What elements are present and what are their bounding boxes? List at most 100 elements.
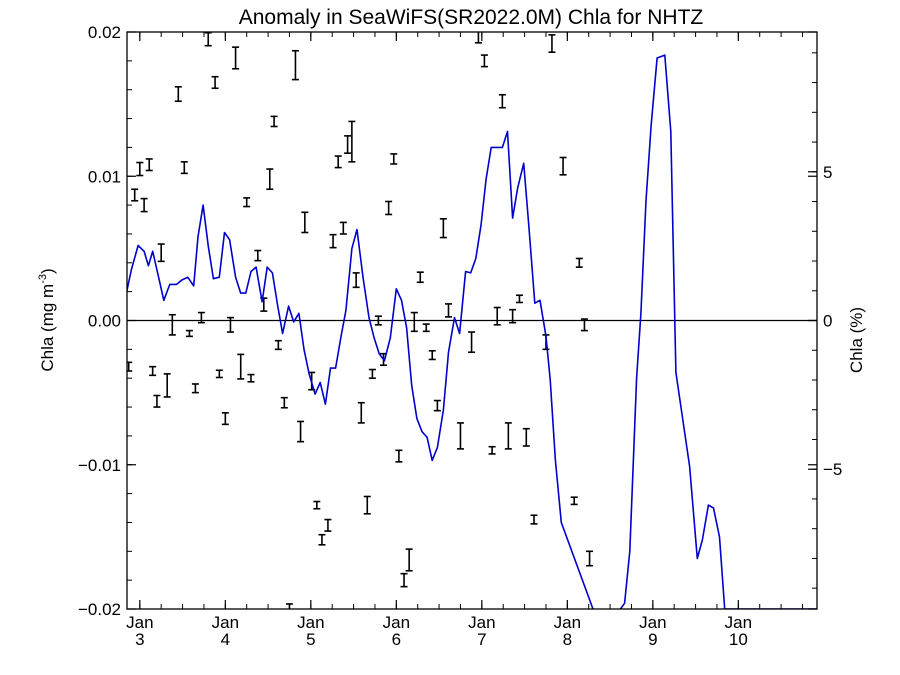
y2-tick-label: −5 (823, 460, 842, 479)
error-bar (136, 161, 144, 177)
y2-tick-label: 0 (823, 312, 832, 331)
y-tick-label: −0.01 (78, 456, 121, 475)
error-bar (352, 272, 360, 289)
error-bar (145, 158, 153, 172)
error-bar (127, 361, 133, 372)
error-bar (385, 200, 393, 216)
error-bar (226, 316, 234, 333)
x-tick-month-label: Jan (212, 613, 239, 632)
error-bar (237, 353, 245, 380)
y-tick-label: −0.02 (78, 600, 121, 619)
error-bar (348, 120, 356, 163)
error-bar (480, 54, 488, 68)
error-bar (439, 218, 447, 239)
error-bar (247, 373, 255, 383)
error-bar (297, 420, 305, 443)
x-tick-year-label: 5 (306, 630, 315, 649)
right-axis-ticks: −5 0 5 (808, 52, 842, 589)
y-axis-label-sup: -3 (37, 274, 49, 284)
chart-title: Anomaly in SeaWiFS(SR2022.0M) Chla for N… (239, 6, 704, 29)
error-bar (357, 401, 365, 424)
y2-axis-label: Chla (%) (847, 307, 866, 373)
error-bar (416, 271, 424, 284)
error-bar (456, 422, 464, 450)
x-tick-month-label: Jan (468, 613, 495, 632)
error-bar (405, 548, 413, 572)
error-bar (422, 323, 430, 333)
y-axis-label-close: ) (38, 268, 57, 274)
y-axis-label-main: Chla (mg m (38, 284, 57, 372)
error-bar (410, 311, 418, 333)
y-tick-label: 0.02 (88, 23, 121, 42)
error-bar (329, 233, 337, 249)
error-bar (266, 168, 274, 191)
error-bar (204, 32, 212, 47)
error-bars (127, 32, 594, 609)
error-bar (493, 306, 501, 326)
error-bar (324, 518, 332, 532)
y-tick-label: 0.01 (88, 167, 121, 186)
error-bar (131, 188, 139, 202)
error-bar (280, 396, 288, 409)
error-bar (586, 550, 594, 567)
left-axis-ticks: −0.02 −0.01 0.00 0.01 0.02 (78, 23, 817, 619)
error-bar (185, 329, 193, 338)
error-bar (291, 49, 299, 81)
error-bar (368, 368, 376, 380)
anomaly-line (127, 54, 817, 609)
x-tick-year-label: 3 (135, 630, 144, 649)
error-bar (433, 399, 441, 412)
error-bar (444, 303, 452, 318)
error-bar (504, 422, 512, 450)
anomaly-series-line (127, 54, 817, 609)
error-bar (548, 34, 556, 53)
error-bar (168, 313, 176, 336)
error-bar (339, 221, 347, 235)
error-bar (400, 572, 408, 588)
error-bar (215, 369, 223, 379)
error-bar (468, 331, 476, 354)
x-tick-year-label: 6 (392, 630, 401, 649)
y-axis-label: Chla (mg m-3) (37, 268, 57, 371)
error-bar (254, 249, 262, 262)
error-bar (374, 315, 382, 326)
error-bar (163, 373, 171, 398)
error-bar (580, 318, 588, 332)
error-bar (395, 449, 403, 463)
error-bar (575, 257, 583, 268)
error-bar (522, 427, 530, 447)
error-bar (318, 533, 326, 546)
y2-tick-label: 5 (823, 163, 832, 182)
x-tick-year-label: 4 (221, 630, 230, 649)
error-bar (197, 311, 205, 324)
error-bar (149, 365, 157, 377)
error-bar (428, 349, 436, 361)
error-bar (530, 514, 538, 525)
error-bar (474, 32, 482, 44)
error-bar (498, 93, 506, 109)
error-bar (174, 86, 182, 103)
error-bar (211, 75, 219, 90)
error-bar (509, 308, 517, 324)
error-bar (313, 500, 321, 510)
error-bar (157, 243, 165, 263)
x-tick-month-label: Jan (725, 613, 752, 632)
x-tick-month-label: Jan (383, 613, 410, 632)
x-tick-month-label: Jan (126, 613, 153, 632)
x-tick-month-label: Jan (554, 613, 581, 632)
error-bar (570, 496, 578, 506)
error-bar (301, 211, 309, 234)
x-tick-year-label: 10 (729, 630, 748, 649)
error-bar (243, 197, 251, 208)
y-tick-label: 0.00 (88, 312, 121, 331)
error-bar (180, 161, 188, 175)
x-tick-year-label: 9 (648, 630, 657, 649)
error-bar (270, 115, 278, 128)
error-bar (191, 383, 199, 394)
error-bar (140, 197, 148, 213)
error-bar (221, 412, 229, 426)
x-tick-month-label: Jan (297, 613, 324, 632)
